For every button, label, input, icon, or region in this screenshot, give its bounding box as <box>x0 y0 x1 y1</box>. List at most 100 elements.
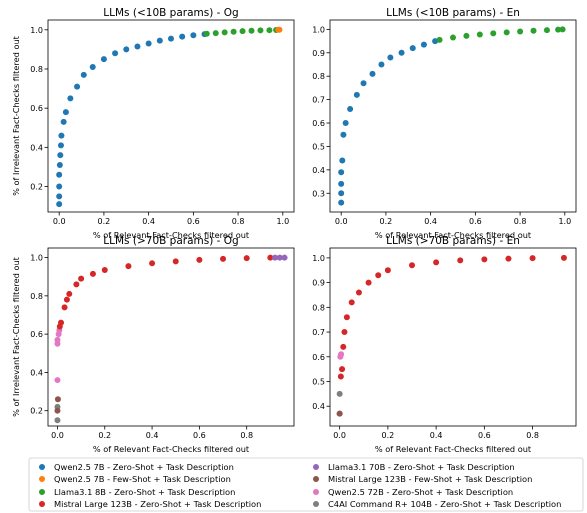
x-tick-label: 0.8 <box>232 217 245 226</box>
x-tick-label: 0.8 <box>514 217 527 226</box>
y-tick-label: 0.9 <box>312 49 325 58</box>
data-point-mistral_zero <box>384 267 391 274</box>
data-point-mistral_zero <box>341 329 348 336</box>
y-tick-label: 0.4 <box>312 402 325 411</box>
x-tick-label: 0.4 <box>142 217 155 226</box>
y-tick-label: 0.6 <box>30 330 43 339</box>
data-point-llama8_zero <box>463 32 470 39</box>
panel-llms-large-og: LLMs (>70B params) - Og 0.0 0.2 0.4 0.6 0.80… <box>11 235 295 454</box>
data-point-qwen7_zero <box>340 131 347 138</box>
y-tick-label: 0.8 <box>30 292 43 301</box>
data-point-mistral_few <box>54 396 61 403</box>
panel-llms-small-og: LLMs (<10B params) - Og 0.0 0.2 0.4 0.6 0.8 1… <box>11 7 295 240</box>
x-axis-label: % of Relevant Fact-Checks filtered out <box>93 230 250 240</box>
y-tick-label: 0.8 <box>312 72 325 81</box>
data-point-llama70_zero <box>281 254 288 261</box>
legend-marker <box>313 501 319 507</box>
data-point-qwen7_zero <box>57 142 64 149</box>
legend-entry: C4AI Command R+ 104B - Zero-Shot + Task … <box>313 499 561 509</box>
x-tick-label: 0.4 <box>424 217 437 226</box>
data-point-llama8_zero <box>230 28 237 35</box>
data-point-qwen7_zero <box>56 201 63 208</box>
legend-entry: Llama3.1 8B - Zero-Shot + Task Descripti… <box>39 487 235 497</box>
legend-label: Mistral Large 123B - Zero-Shot + Task De… <box>54 499 261 509</box>
data-point-mistral_zero <box>196 256 203 263</box>
tick-group: 0.0 0.2 0.4 0.6 0.8 1.0 0.3 0.4 0.5 0.6 0.7 0.8 0.9 1… <box>312 25 571 226</box>
data-point-qwen7_zero <box>145 40 152 47</box>
legend-entry: Qwen2.5 7B - Zero-Shot + Task Descriptio… <box>39 462 234 472</box>
data-point-c4ai_zero <box>54 417 61 424</box>
data-point-qwen7_zero <box>190 32 197 39</box>
data-point-mistral_zero <box>149 260 156 267</box>
legend: Qwen2.5 7B - Zero-Shot + Task Descriptio… <box>28 457 584 512</box>
legend-entry: Mistral Large 123B - Few-Shot + Task Des… <box>313 474 532 484</box>
y-tick-label: 0.5 <box>312 142 325 151</box>
x-tick-label: 0.2 <box>380 217 393 226</box>
data-point-mistral_zero <box>243 255 250 262</box>
data-point-qwen7_zero <box>134 43 141 50</box>
data-point-qwen7_zero <box>56 161 63 168</box>
legend-label: Llama3.1 70B - Zero-Shot + Task Descript… <box>328 462 515 472</box>
data-point-qwen7_zero <box>338 169 345 176</box>
y-tick-label: 0.8 <box>312 303 325 312</box>
data-point-mistral_zero <box>505 255 512 262</box>
data-point-mistral_zero <box>172 258 179 265</box>
data-point-llama8_zero <box>266 27 273 34</box>
data-point-mistral_zero <box>125 263 132 270</box>
legend-marker <box>313 489 319 495</box>
panel-title: LLMs (<10B params) - Og <box>103 7 238 19</box>
data-point-qwen7_zero <box>56 193 63 200</box>
tick-group: 0.0 0.2 0.4 0.6 0.8 1.0 0.2 0.4 0.6 0.8 1.0 <box>30 26 289 226</box>
x-tick-label: 0.8 <box>240 431 253 440</box>
data-point-mistral_zero <box>560 254 567 261</box>
data-point-llama8_zero <box>221 29 228 36</box>
legend-label: Qwen2.5 7B - Zero-Shot + Task Descriptio… <box>54 462 234 472</box>
y-tick-label: 0.2 <box>30 407 43 416</box>
x-axis-label: % of Relevant Fact-Checks filtered out <box>375 230 532 240</box>
x-tick-label: 1.0 <box>276 217 289 226</box>
legend-label: Qwen2.5 7B - Few-Shot + Task Description <box>54 474 231 484</box>
data-point-mistral_zero <box>433 259 440 266</box>
data-point-llama8_zero <box>490 30 497 37</box>
x-tick-label: 0.4 <box>146 431 159 440</box>
y-tick-label: 0.6 <box>312 353 325 362</box>
data-point-mistral_zero <box>63 296 70 303</box>
plot-frame <box>329 247 577 427</box>
point-group <box>56 26 283 208</box>
data-point-qwen7_zero <box>338 190 345 197</box>
data-point-llama8_zero <box>212 30 219 37</box>
legend-label: Llama3.1 8B - Zero-Shot + Task Descripti… <box>54 487 235 497</box>
legend-marker <box>39 501 45 507</box>
data-point-mistral_zero <box>267 254 274 261</box>
data-point-qwen7_zero <box>179 33 186 40</box>
data-point-mistral_zero <box>58 319 65 326</box>
y-tick-label: 0.4 <box>30 368 43 377</box>
x-tick-label: 0.0 <box>335 217 348 226</box>
data-point-qwen7_zero <box>369 70 376 77</box>
data-point-llama8_zero <box>555 26 562 33</box>
data-point-qwen7_zero <box>89 64 96 71</box>
data-point-mistral_few <box>336 410 343 417</box>
data-point-qwen7_zero <box>60 118 67 125</box>
y-tick-label: 0.3 <box>312 189 325 198</box>
data-point-qwen7_zero <box>58 132 65 139</box>
data-point-qwen72_zero <box>54 336 61 343</box>
data-point-llama8_zero <box>248 27 255 34</box>
data-point-mistral_zero <box>529 255 536 262</box>
y-tick-label: 1.0 <box>30 26 43 35</box>
data-point-qwen7_zero <box>62 109 69 116</box>
point-group <box>54 254 288 424</box>
data-point-llama70_zero <box>272 254 279 261</box>
data-point-qwen7_zero <box>112 50 119 57</box>
panel-title: LLMs (>70B params) - En <box>386 235 520 247</box>
data-point-qwen7_zero <box>360 80 367 87</box>
data-point-llama8_zero <box>543 27 550 34</box>
y-tick-label: 1.0 <box>312 25 325 34</box>
x-tick-label: 0.8 <box>526 431 539 440</box>
x-tick-label: 0.6 <box>193 431 206 440</box>
data-point-mistral_zero <box>355 289 362 296</box>
plot-frame <box>329 19 577 213</box>
data-point-mistral_zero <box>89 270 96 277</box>
y-axis-label: % of Irrelevant Fact-Checks filtered out <box>11 35 21 196</box>
panel-title: LLMs (>70B params) - Og <box>103 235 238 247</box>
